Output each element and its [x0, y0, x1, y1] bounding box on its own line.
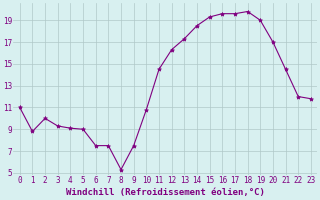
- X-axis label: Windchill (Refroidissement éolien,°C): Windchill (Refroidissement éolien,°C): [66, 188, 265, 197]
